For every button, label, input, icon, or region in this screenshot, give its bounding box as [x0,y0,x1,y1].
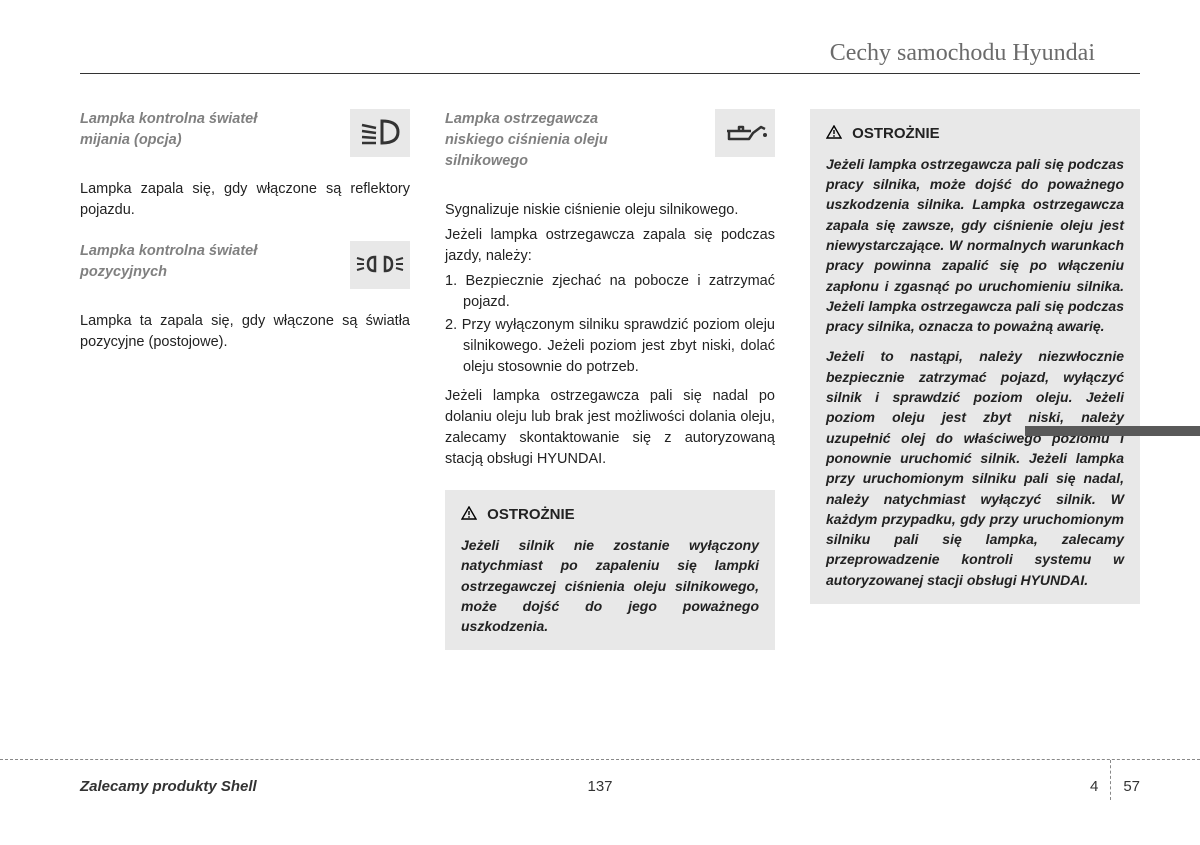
low-beam-text: Lampka zapala się, gdy włączone są refle… [80,179,410,221]
caution-1-header: OSTROŻNIE [461,504,759,527]
page-number: 57 [1123,778,1140,795]
section-1-header: Lampka kontrolna świateł mijania (opcja) [80,109,410,159]
oil-step-1: 1. Bezpiecznie zjechać na pobocze i zatr… [445,271,775,313]
caution-2-header: OSTROŻNIE [826,123,1124,146]
page-header: Cechy samochodu Hyundai [80,40,1140,67]
page-footer: Zalecamy produkty Shell 137 4 57 [0,759,1200,800]
oil-p1: Sygnalizuje niskie ciśnienie oleju silni… [445,200,775,221]
low-beam-title: Lampka kontrolna świateł mijania (opcja) [80,109,280,151]
warning-triangle-icon [461,505,477,527]
caution-box-2: OSTROŻNIE Jeżeli lampka ostrzegawcza pal… [810,109,1140,604]
caution-2-p2: Jeżeli to nastąpi, należy niezwłocznie b… [826,346,1124,590]
oil-pressure-title: Lampka ostrzegawcza niskiego ciśnienia o… [445,109,655,172]
caution-2-label: OSTROŻNIE [852,125,940,142]
section-2-header: Lampka kontrolna świateł pozycyjnych [80,241,410,291]
caution-1-body: Jeżeli silnik nie zostanie wyłączony nat… [461,535,759,636]
position-light-title: Lampka kontrolna świateł pozycyjnych [80,241,280,283]
column-3: OSTROŻNIE Jeżeli lampka ostrzegawcza pal… [810,109,1140,650]
footer-brand-text: Zalecamy produkty Shell [80,778,257,795]
oil-section-header: Lampka ostrzegawcza niskiego ciśnienia o… [445,109,775,180]
chapter-title: Cechy samochodu Hyundai [830,40,1140,67]
oil-step-2: 2. Przy wyłączonym silniku sprawdzić poz… [445,315,775,378]
oil-p3: Jeżeli lampka ostrzegawcza pali się nada… [445,386,775,470]
column-2: Lampka ostrzegawcza niskiego ciśnienia o… [445,109,775,650]
footer-page-center: 137 [587,778,612,795]
oil-can-icon [715,109,775,157]
header-accent-bar [1025,426,1200,436]
column-1: Lampka kontrolna świateł mijania (opcja)… [80,109,410,650]
chapter-number: 4 [1090,778,1098,795]
header-rule [80,73,1140,74]
caution-2-p1: Jeżeli lampka ostrzegawcza pali się podc… [826,154,1124,337]
content-columns: Lampka kontrolna świateł mijania (opcja)… [80,109,1140,650]
position-light-icon [350,241,410,289]
caution-box-1: OSTROŻNIE Jeżeli silnik nie zostanie wył… [445,490,775,650]
page-separator [1110,760,1111,800]
position-light-text: Lampka ta zapala się, gdy włączone są św… [80,311,410,353]
footer-page-right: 4 57 [1090,772,1140,800]
caution-1-label: OSTROŻNIE [487,506,575,523]
oil-p2: Jeżeli lampka ostrzegawcza zapala się po… [445,225,775,267]
warning-triangle-icon [826,124,842,146]
low-beam-icon [350,109,410,157]
